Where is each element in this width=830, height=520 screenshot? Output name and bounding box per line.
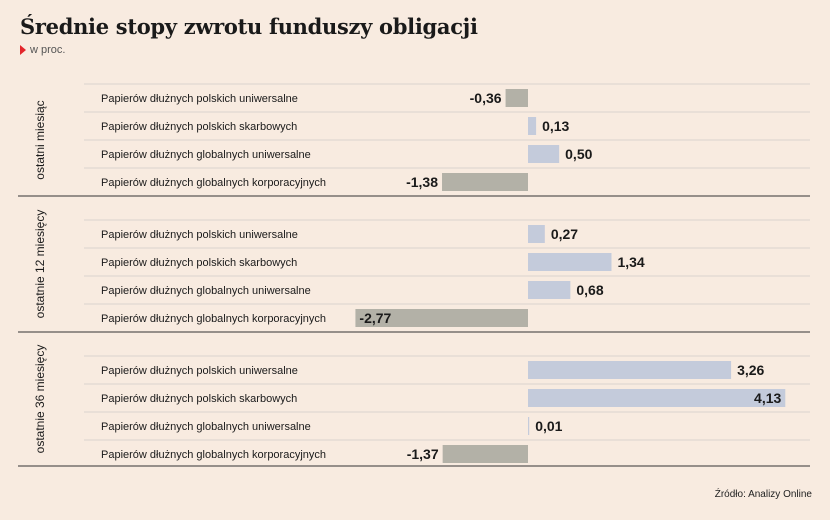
bar xyxy=(355,309,528,327)
triangle-marker-icon xyxy=(20,45,26,55)
category-label: Papierów dłużnych polskich skarbowych xyxy=(101,393,297,405)
data-label: 0,68 xyxy=(576,282,603,298)
bar xyxy=(442,445,528,463)
bar xyxy=(528,117,537,135)
data-label: 1,34 xyxy=(617,254,644,270)
data-label: -0,36 xyxy=(470,90,502,106)
category-label: Papierów dłużnych polskich skarbowych xyxy=(101,121,297,133)
chart-subtitle: w proc. xyxy=(20,44,65,56)
category-label: Papierów dłużnych polskich uniwersalne xyxy=(101,229,298,241)
data-label: -2,77 xyxy=(359,310,391,326)
bar xyxy=(505,89,528,107)
bar xyxy=(528,361,732,379)
bar xyxy=(528,253,612,271)
category-label: Papierów dłużnych globalnych uniwersalne xyxy=(101,421,311,433)
category-label: Papierów dłużnych polskich skarbowych xyxy=(101,257,297,269)
bar xyxy=(442,173,528,191)
category-label: Papierów dłużnych globalnych korporacyjn… xyxy=(101,177,326,189)
data-label: 0,13 xyxy=(542,118,569,134)
bar xyxy=(528,225,545,243)
data-label: 4,13 xyxy=(754,390,781,406)
chart-title: Średnie stopy zwrotu funduszy obligacji xyxy=(20,14,478,39)
category-label: Papierów dłużnych globalnych korporacyjn… xyxy=(101,449,326,461)
group-label: ostatnie 36 miesięcy xyxy=(33,345,47,454)
data-label: -1,37 xyxy=(407,446,439,462)
data-label: 0,01 xyxy=(535,418,562,434)
data-label: 3,26 xyxy=(737,362,764,378)
bar xyxy=(528,417,530,435)
group-label: ostatni miesiąc xyxy=(33,100,47,179)
unit-label: w proc. xyxy=(30,44,66,56)
bar xyxy=(528,389,786,407)
category-label: Papierów dłużnych polskich uniwersalne xyxy=(101,365,298,377)
group-label: ostatnie 12 miesięcy xyxy=(33,210,47,319)
data-label: 0,50 xyxy=(565,146,592,162)
category-label: Papierów dłużnych polskich uniwersalne xyxy=(101,93,298,105)
bar xyxy=(528,281,571,299)
bar xyxy=(528,145,560,163)
data-label: -1,38 xyxy=(406,174,438,190)
source-note: Źródło: Analizy Online xyxy=(714,489,812,500)
category-label: Papierów dłużnych globalnych korporacyjn… xyxy=(101,313,326,325)
category-label: Papierów dłużnych globalnych uniwersalne xyxy=(101,285,311,297)
data-label: 0,27 xyxy=(551,226,578,242)
category-label: Papierów dłużnych globalnych uniwersalne xyxy=(101,149,311,161)
